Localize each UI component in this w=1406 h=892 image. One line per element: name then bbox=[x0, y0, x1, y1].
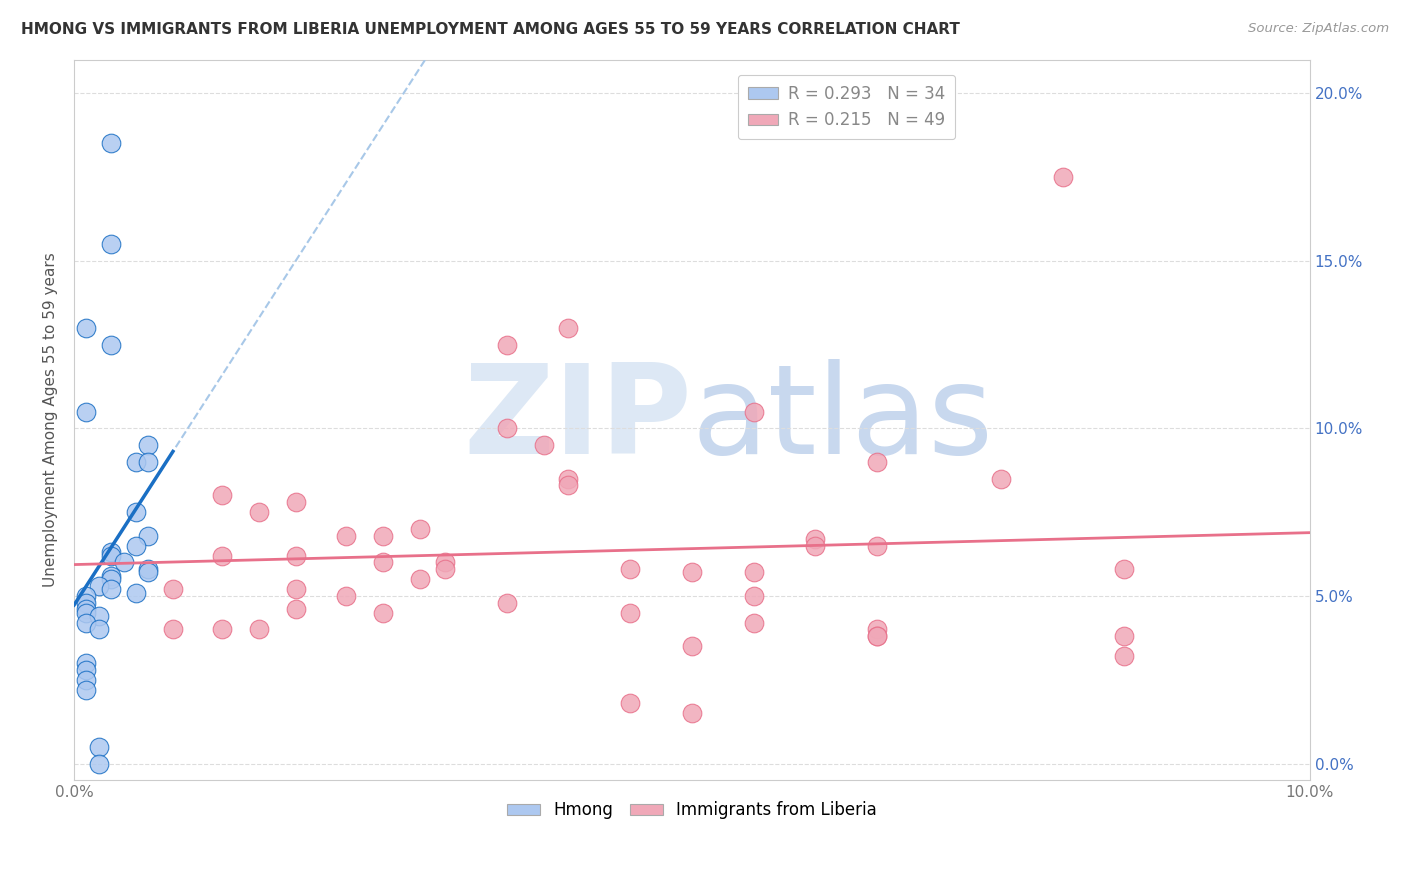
Point bbox=[742, 589, 765, 603]
Point bbox=[681, 639, 703, 653]
Point bbox=[112, 556, 135, 570]
Point bbox=[75, 673, 97, 687]
Point bbox=[371, 606, 394, 620]
Point bbox=[162, 623, 184, 637]
Point bbox=[100, 136, 122, 151]
Point bbox=[433, 562, 456, 576]
Point bbox=[75, 682, 97, 697]
Point bbox=[1114, 649, 1136, 664]
Point bbox=[1052, 169, 1074, 184]
Point bbox=[804, 532, 827, 546]
Point bbox=[619, 606, 641, 620]
Point bbox=[75, 602, 97, 616]
Point bbox=[1114, 629, 1136, 643]
Text: HMONG VS IMMIGRANTS FROM LIBERIA UNEMPLOYMENT AMONG AGES 55 TO 59 YEARS CORRELAT: HMONG VS IMMIGRANTS FROM LIBERIA UNEMPLO… bbox=[21, 22, 960, 37]
Point bbox=[495, 421, 517, 435]
Point bbox=[162, 582, 184, 597]
Point bbox=[285, 549, 308, 563]
Point bbox=[681, 706, 703, 721]
Point bbox=[409, 522, 432, 536]
Point bbox=[75, 404, 97, 418]
Point bbox=[136, 566, 159, 580]
Point bbox=[211, 488, 233, 502]
Point bbox=[495, 596, 517, 610]
Point bbox=[866, 623, 889, 637]
Point bbox=[335, 528, 357, 542]
Point bbox=[285, 495, 308, 509]
Point bbox=[409, 572, 432, 586]
Point bbox=[285, 602, 308, 616]
Point bbox=[100, 545, 122, 559]
Point bbox=[75, 606, 97, 620]
Text: Source: ZipAtlas.com: Source: ZipAtlas.com bbox=[1249, 22, 1389, 36]
Point bbox=[866, 629, 889, 643]
Point bbox=[804, 539, 827, 553]
Point bbox=[136, 562, 159, 576]
Point bbox=[75, 656, 97, 670]
Point bbox=[533, 438, 555, 452]
Point bbox=[742, 615, 765, 630]
Point bbox=[136, 528, 159, 542]
Point bbox=[742, 404, 765, 418]
Point bbox=[87, 623, 110, 637]
Point bbox=[990, 472, 1012, 486]
Point bbox=[136, 455, 159, 469]
Point bbox=[211, 623, 233, 637]
Point bbox=[125, 539, 148, 553]
Point bbox=[371, 556, 394, 570]
Point bbox=[557, 478, 579, 492]
Point bbox=[619, 562, 641, 576]
Point bbox=[75, 596, 97, 610]
Point bbox=[433, 556, 456, 570]
Point bbox=[136, 438, 159, 452]
Point bbox=[75, 615, 97, 630]
Point bbox=[87, 609, 110, 624]
Point bbox=[125, 585, 148, 599]
Point bbox=[619, 696, 641, 710]
Legend: Hmong, Immigrants from Liberia: Hmong, Immigrants from Liberia bbox=[501, 795, 884, 826]
Point bbox=[100, 337, 122, 351]
Point bbox=[125, 455, 148, 469]
Point bbox=[100, 582, 122, 597]
Point bbox=[100, 549, 122, 563]
Point bbox=[100, 237, 122, 252]
Point bbox=[742, 566, 765, 580]
Point bbox=[371, 528, 394, 542]
Text: atlas: atlas bbox=[692, 359, 994, 481]
Point bbox=[125, 505, 148, 519]
Point bbox=[100, 569, 122, 583]
Point bbox=[75, 320, 97, 334]
Point bbox=[249, 623, 271, 637]
Point bbox=[335, 589, 357, 603]
Point bbox=[211, 549, 233, 563]
Point bbox=[866, 629, 889, 643]
Point bbox=[87, 756, 110, 771]
Point bbox=[866, 455, 889, 469]
Point bbox=[75, 589, 97, 603]
Point bbox=[681, 566, 703, 580]
Y-axis label: Unemployment Among Ages 55 to 59 years: Unemployment Among Ages 55 to 59 years bbox=[44, 252, 58, 587]
Point bbox=[1114, 562, 1136, 576]
Point bbox=[87, 579, 110, 593]
Point bbox=[285, 582, 308, 597]
Text: ZIP: ZIP bbox=[463, 359, 692, 481]
Point bbox=[100, 572, 122, 586]
Point bbox=[557, 472, 579, 486]
Point bbox=[75, 663, 97, 677]
Point bbox=[249, 505, 271, 519]
Point bbox=[87, 739, 110, 754]
Point bbox=[557, 320, 579, 334]
Point bbox=[866, 539, 889, 553]
Point bbox=[495, 337, 517, 351]
